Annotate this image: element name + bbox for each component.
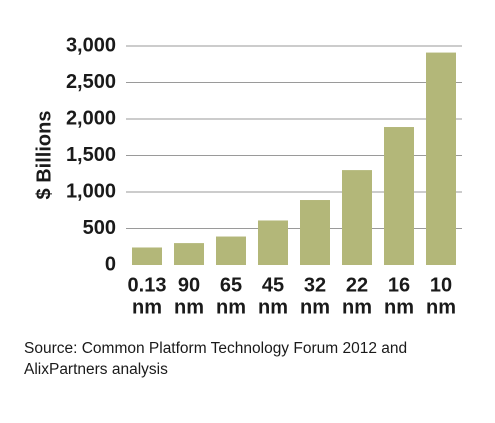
x-category-unit: nm xyxy=(216,296,246,318)
x-category-label: 16 xyxy=(388,274,410,296)
x-category-label: 32 xyxy=(304,274,326,296)
bars xyxy=(132,52,456,265)
bar xyxy=(342,170,372,265)
x-category-unit: nm xyxy=(258,296,288,318)
bar xyxy=(384,127,414,265)
bar xyxy=(174,243,204,265)
bar xyxy=(300,200,330,265)
bar xyxy=(132,247,162,265)
x-category-label: 22 xyxy=(346,274,368,296)
x-category-label: 0.13 xyxy=(128,274,167,296)
bar xyxy=(216,236,246,265)
x-category-label: 10 xyxy=(430,274,452,296)
y-tick-label: 2,500 xyxy=(66,71,116,93)
y-tick-label: 2,000 xyxy=(66,107,116,129)
x-category-label: 65 xyxy=(220,274,242,296)
x-category-label: 90 xyxy=(178,274,200,296)
x-category-label: 45 xyxy=(262,274,284,296)
y-tick-label: 3,000 xyxy=(66,34,116,56)
x-category-unit: nm xyxy=(426,296,456,318)
y-tick-label: 1,000 xyxy=(66,180,116,202)
bar xyxy=(426,52,456,265)
source-note: Source: Common Platform Technology Forum… xyxy=(24,340,408,378)
x-category-unit: nm xyxy=(132,296,162,318)
y-tick-label: 1,500 xyxy=(66,144,116,166)
y-tick-label: 500 xyxy=(83,217,116,239)
x-category-unit: nm xyxy=(174,296,204,318)
x-category-unit: nm xyxy=(300,296,330,318)
y-tick-label: 0 xyxy=(105,253,116,275)
y-axis-ticks: 0 500 1,000 1,500 2,000 2,500 3,000 xyxy=(66,34,116,275)
x-category-unit: nm xyxy=(384,296,414,318)
x-category-unit: nm xyxy=(342,296,372,318)
y-axis-label: $ Billions xyxy=(33,111,55,200)
bar xyxy=(258,220,288,265)
